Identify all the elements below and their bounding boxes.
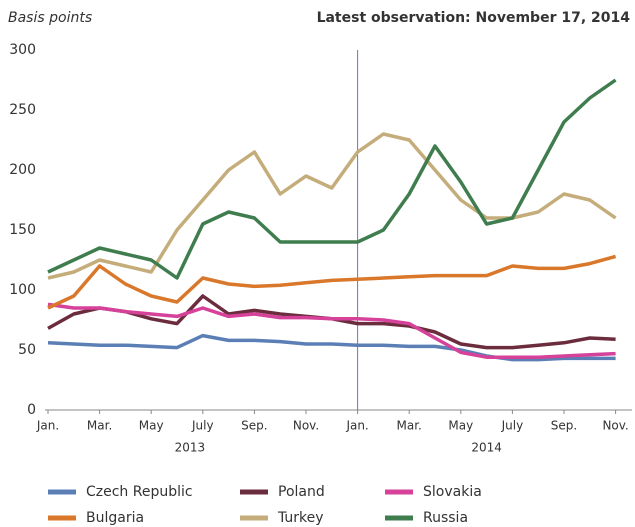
series-line	[47, 254, 617, 310]
x-tick-label: Nov.	[293, 419, 319, 433]
y-tick-label: 50	[18, 342, 36, 358]
x-tick-label: Jan.	[36, 419, 59, 433]
x-tick-label: Jan.	[345, 419, 368, 433]
x-tick-label: May	[448, 419, 473, 433]
x-tick-label: Nov.	[602, 419, 628, 433]
legend-label: Russia	[423, 510, 468, 526]
year-label: 2013	[175, 441, 206, 455]
y-tick-label: 250	[9, 102, 36, 118]
series-line	[47, 302, 616, 359]
y-tick-label: 150	[9, 222, 36, 238]
x-tick-label: July	[501, 419, 524, 433]
x-tick-label: Mar.	[397, 419, 422, 433]
y-tick-label: 200	[9, 162, 36, 178]
x-tick-label: May	[139, 419, 164, 433]
legend-label: Czech Republic	[86, 484, 193, 500]
legend-label: Turkey	[277, 510, 324, 526]
legend-label: Poland	[278, 484, 325, 500]
chart-title: Basis points	[8, 10, 92, 26]
x-tick-label: Mar.	[87, 419, 112, 433]
series-line	[47, 333, 616, 362]
year-label: 2014	[471, 441, 502, 455]
series-line	[47, 294, 616, 350]
legend-label: Slovakia	[423, 484, 482, 500]
series-line	[47, 132, 617, 280]
x-tick-label: July	[191, 419, 214, 433]
chart-subtitle: Latest observation: November 17, 2014	[317, 10, 631, 26]
y-tick-label: 100	[9, 282, 36, 298]
legend-label: Bulgaria	[86, 510, 144, 526]
series-line	[47, 78, 617, 280]
x-tick-label: Sep.	[241, 419, 267, 433]
x-tick-label: Sep.	[551, 419, 577, 433]
y-tick-label: 0	[27, 402, 36, 418]
y-tick-label: 300	[9, 42, 36, 58]
